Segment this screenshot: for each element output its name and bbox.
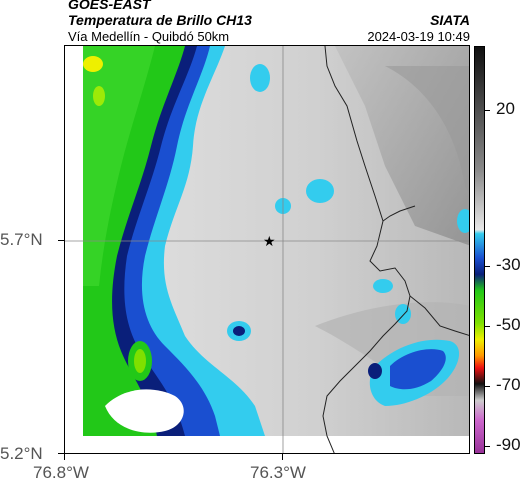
star-marker: ★ xyxy=(263,234,276,250)
colorbar xyxy=(474,46,485,454)
location-label: Vía Medellín - Quibdó 50km xyxy=(68,29,230,44)
yellow-spot xyxy=(83,56,103,72)
cloud-cell xyxy=(457,209,469,233)
organization-label: SIATA xyxy=(430,12,470,28)
satellite-source-label: GOES-EAST xyxy=(68,0,151,12)
colorbar-tick-label: -50 xyxy=(496,315,521,334)
y-tick-label: 5.7°N xyxy=(0,230,43,249)
colorbar-gradient xyxy=(475,47,484,453)
satellite-map: ★ xyxy=(64,45,470,454)
cloud-cell xyxy=(250,64,270,92)
border-line xyxy=(324,46,469,336)
warm-pocket xyxy=(105,389,184,433)
colorbar-tick-label: -30 xyxy=(496,255,521,274)
cloud-cell xyxy=(306,179,334,203)
colorbar-tick-label: -90 xyxy=(496,435,521,454)
y-tick-label: 5.2°N xyxy=(0,444,43,463)
colorbar-tick-label: -70 xyxy=(496,375,521,394)
map-canvas: ★ xyxy=(65,46,469,453)
border-line xyxy=(322,295,411,453)
colorbar-tick-label: 20 xyxy=(496,99,515,118)
x-tick-label: 76.8°W xyxy=(33,463,89,482)
product-title: Temperatura de Brillo CH13 xyxy=(68,12,252,28)
datetime-label: 2024-03-19 10:49 xyxy=(367,29,470,44)
cloud-cell xyxy=(373,279,393,293)
x-tick-label: 76.3°W xyxy=(250,463,306,482)
